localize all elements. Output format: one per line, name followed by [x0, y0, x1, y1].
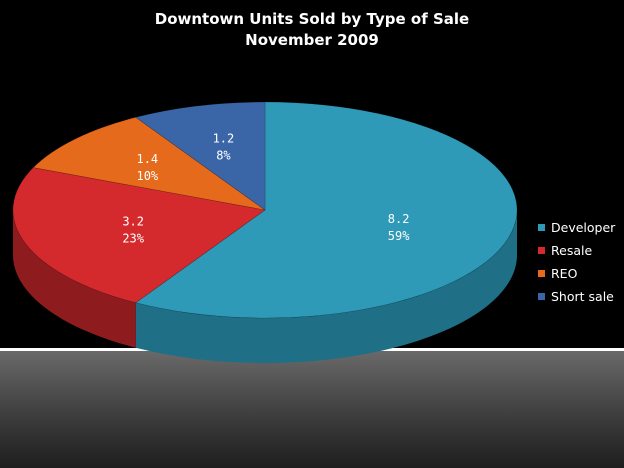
data-label-value-short-sale: 1.2 [213, 131, 235, 145]
pie-side-developer [135, 210, 517, 363]
legend-swatch-short-sale [538, 293, 545, 300]
pie-slice-short-sale [135, 101, 266, 211]
legend-item-developer: Developer [538, 216, 615, 239]
legend-item-reo: REO [538, 262, 615, 285]
data-label-value-reo: 1.4 [136, 152, 158, 166]
legend-label-resale: Resale [551, 243, 593, 258]
legend-swatch-developer [538, 224, 545, 231]
legend-item-short-sale: Short sale [538, 285, 615, 308]
chart-title: Downtown Units Sold by Type of Sale [154, 10, 470, 28]
legend-label-developer: Developer [551, 220, 616, 235]
legend-swatch-reo [538, 270, 545, 277]
pie-side-resale [13, 210, 136, 348]
legend: Developer Resale REO Short sale [538, 216, 615, 308]
pie-slice-developer [135, 101, 518, 319]
pie-slice-reo [32, 116, 266, 211]
data-label-value-resale: 3.2 [122, 214, 144, 228]
legend-label-short-sale: Short sale [551, 289, 614, 304]
data-label-percent-reo: 10% [136, 169, 158, 183]
legend-label-reo: REO [551, 266, 578, 281]
data-label-percent-short-sale: 8% [216, 148, 231, 162]
data-label-percent-resale: 23% [122, 231, 144, 245]
pie-slice-resale [12, 167, 266, 304]
data-label-percent-developer: 59% [388, 229, 410, 243]
floor-background [0, 350, 624, 468]
legend-item-resale: Resale [538, 239, 615, 262]
legend-swatch-resale [538, 247, 545, 254]
chart-subtitle: November 2009 [245, 31, 379, 49]
chart-title-block: Downtown Units Sold by Type of Sale Nove… [0, 9, 624, 51]
data-label-value-developer: 8.2 [388, 212, 410, 226]
